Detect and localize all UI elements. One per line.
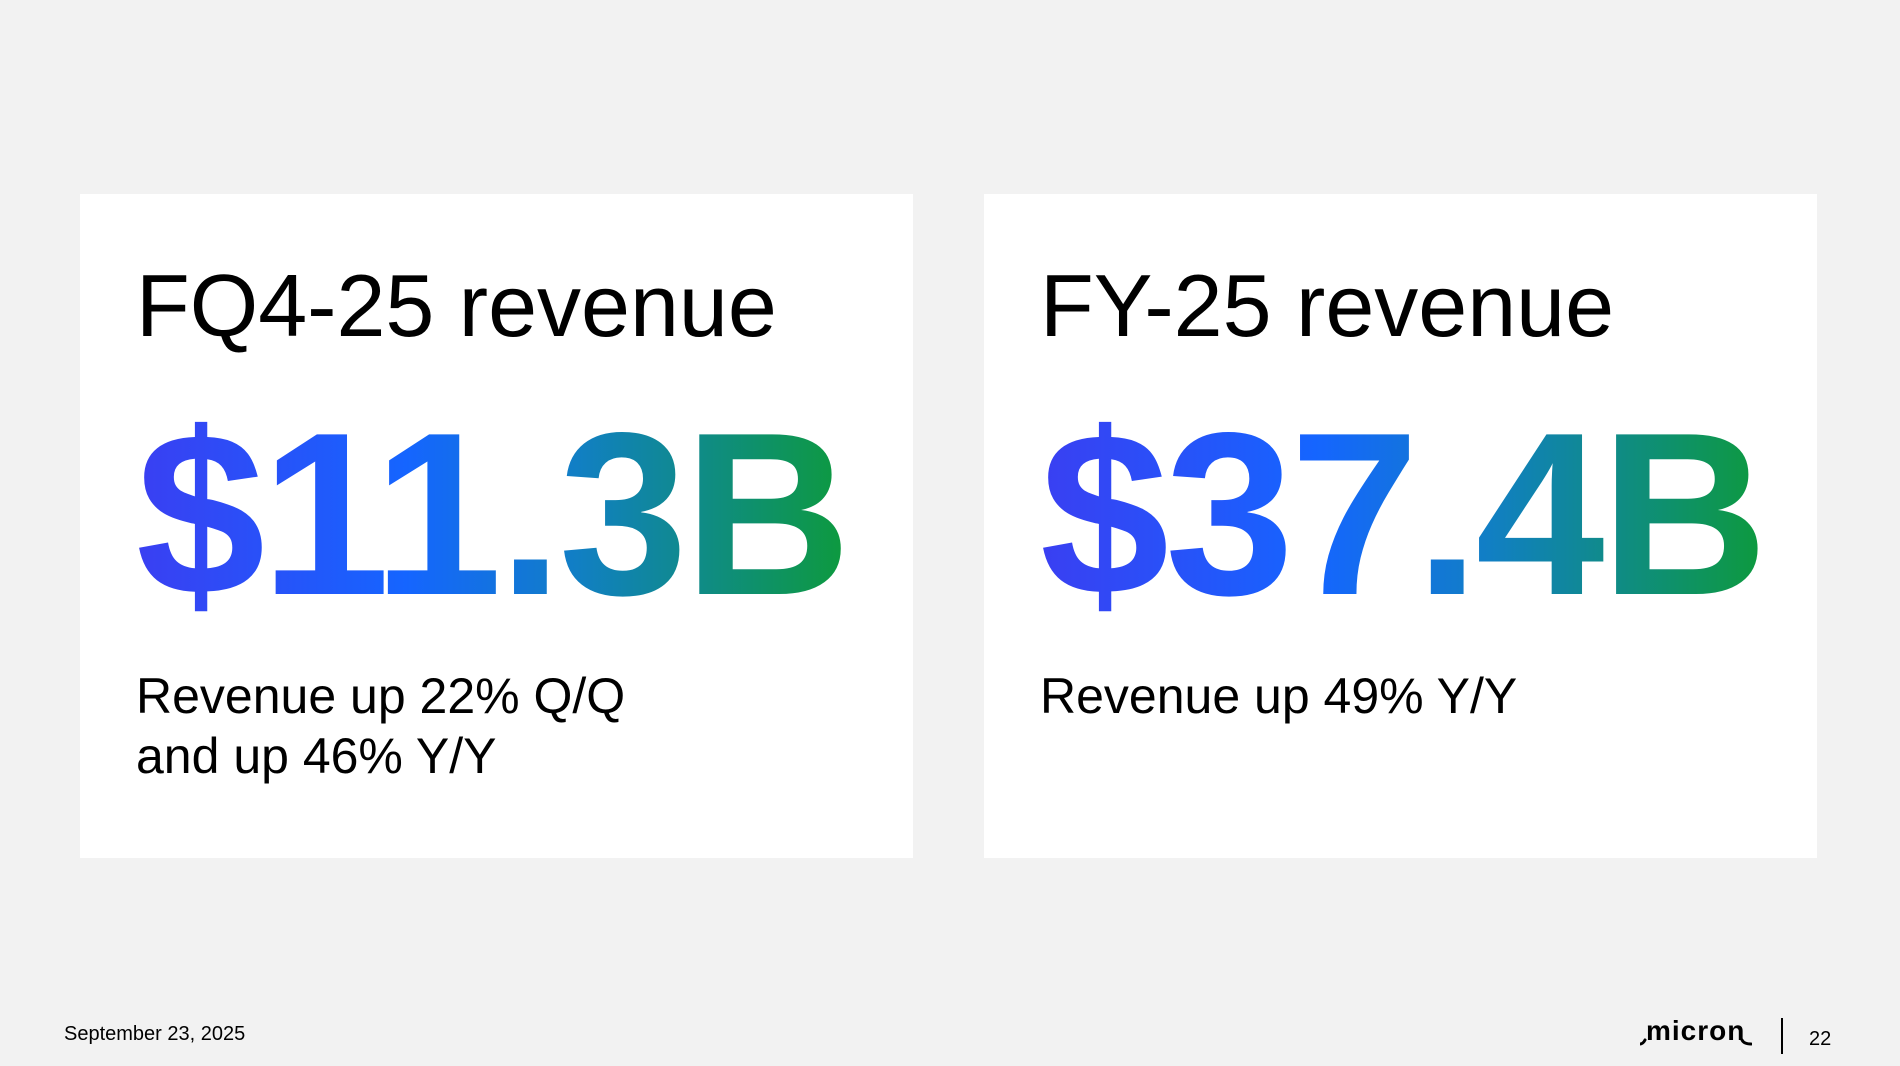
card-description: Revenue up 49% Y/Y	[1040, 666, 1517, 726]
revenue-value: $37.4B	[1040, 385, 1768, 644]
fy-revenue-card: FY-25 revenue $37.4B Revenue up 49% Y/Y	[984, 194, 1817, 858]
footer-date: September 23, 2025	[64, 1023, 246, 1045]
description-line: and up 46% Y/Y	[136, 728, 497, 784]
card-title: FY-25 revenue	[1040, 256, 1615, 355]
footer-divider	[1781, 1018, 1783, 1054]
card-title: FQ4-25 revenue	[136, 256, 777, 355]
svg-text:micron: micron	[1646, 1015, 1745, 1046]
card-description: Revenue up 22% Q/Q and up 46% Y/Y	[136, 666, 625, 786]
fq4-revenue-card: FQ4-25 revenue $11.3B Revenue up 22% Q/Q…	[80, 194, 913, 858]
description-line: Revenue up 49% Y/Y	[1040, 668, 1518, 724]
page-number: 22	[1809, 1028, 1832, 1050]
revenue-value: $11.3B	[136, 385, 851, 644]
micron-logo: micron	[1640, 1015, 1752, 1046]
description-line: Revenue up 22% Q/Q	[136, 668, 626, 724]
